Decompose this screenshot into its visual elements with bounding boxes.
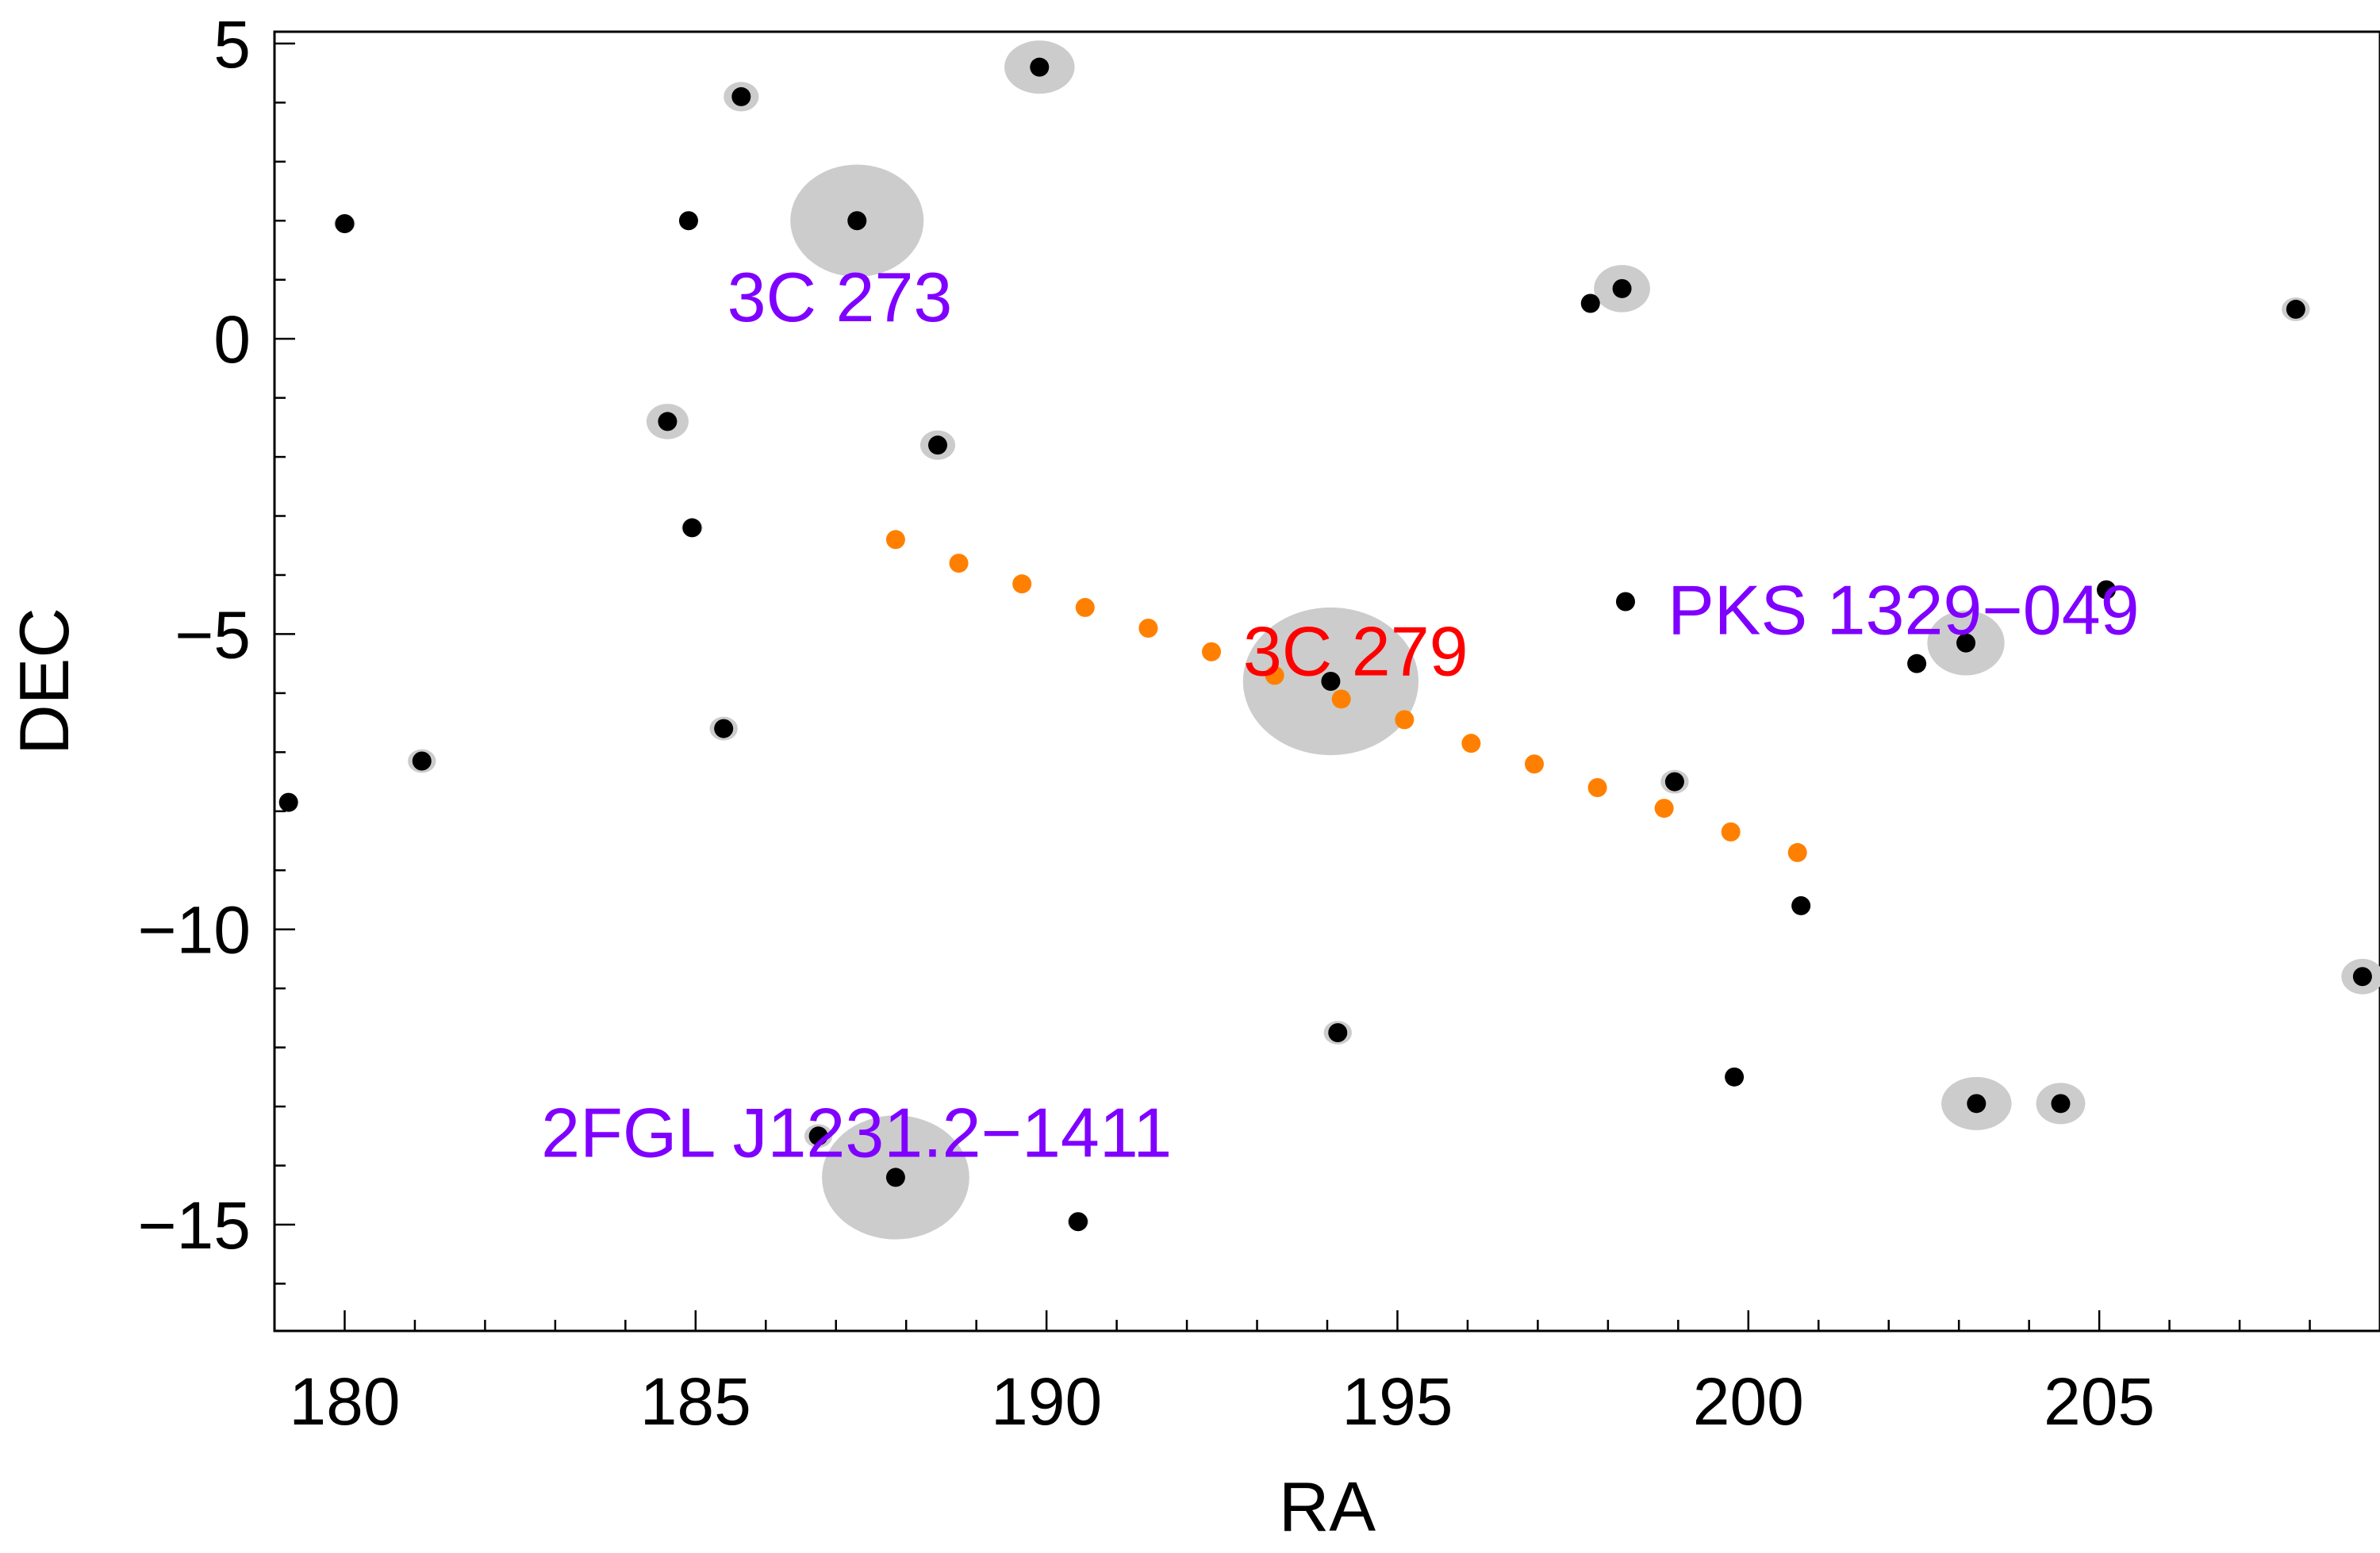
track-point xyxy=(1395,710,1415,730)
track-point xyxy=(1524,754,1544,774)
x-tick-label: 205 xyxy=(2044,1364,2155,1439)
orange-track xyxy=(885,530,1807,862)
y-axis-label: DEC xyxy=(5,608,83,755)
source-point xyxy=(928,435,948,455)
source-point xyxy=(1664,772,1684,792)
track-point xyxy=(1461,734,1481,753)
source-point xyxy=(1956,633,1976,653)
track-point xyxy=(1721,822,1741,842)
source-point xyxy=(714,719,734,738)
source-point xyxy=(335,213,355,233)
track-point xyxy=(1787,842,1807,862)
source-point xyxy=(1615,592,1635,612)
source-point xyxy=(1580,293,1600,313)
track-point xyxy=(1265,665,1284,685)
source-point xyxy=(731,86,751,106)
x-tick-label: 185 xyxy=(640,1364,751,1439)
source-point xyxy=(1321,672,1341,691)
source-point xyxy=(1967,1094,1987,1114)
source-label: 2FGL J1231.2−1411 xyxy=(541,1093,1172,1171)
x-tick-label: 195 xyxy=(1342,1364,1453,1439)
source-point xyxy=(808,1126,828,1146)
source-point xyxy=(2051,1094,2071,1114)
y-tick-label: −5 xyxy=(175,597,251,672)
y-tick-label: −15 xyxy=(138,1188,251,1263)
x-tick-label: 180 xyxy=(289,1364,400,1439)
source-point xyxy=(2352,967,2372,987)
source-point xyxy=(278,792,298,812)
track-point xyxy=(949,554,969,573)
source-point xyxy=(1030,57,1050,77)
source-point xyxy=(658,412,678,431)
track-point xyxy=(885,530,905,550)
x-axis-label: RA xyxy=(1279,1467,1376,1546)
track-point xyxy=(1202,642,1222,661)
axis-ticks: 180 185 190 195 200 205 5 0 −5 −10 −15 xyxy=(138,7,2380,1439)
source-point xyxy=(2286,299,2305,319)
x-tick-label: 200 xyxy=(1693,1364,1804,1439)
y-tick-label: 5 xyxy=(213,7,251,82)
source-label: 3C 273 xyxy=(727,258,953,336)
source-point xyxy=(847,211,867,231)
track-point xyxy=(1654,799,1674,819)
source-labels: 3C 273 3C 279 PKS 1329−049 2FGL J1231.2−141… xyxy=(541,258,2139,1172)
track-point xyxy=(1012,574,1032,594)
track-point xyxy=(1331,689,1351,709)
source-point xyxy=(1907,654,1927,673)
source-point xyxy=(2096,580,2116,600)
source-point xyxy=(1612,278,1632,298)
source-point xyxy=(412,751,432,771)
track-point xyxy=(1138,618,1158,638)
source-point xyxy=(885,1168,905,1187)
track-point xyxy=(1075,597,1095,617)
source-point xyxy=(682,518,702,538)
track-point xyxy=(1587,778,1607,798)
source-point xyxy=(1725,1067,1745,1087)
source-label: PKS 1329−049 xyxy=(1668,570,2140,649)
source-point xyxy=(1328,1023,1348,1043)
source-point xyxy=(678,211,698,231)
y-tick-label: −10 xyxy=(138,893,251,968)
source-point xyxy=(1791,895,1811,915)
x-tick-label: 190 xyxy=(991,1364,1102,1439)
source-label: 3C 279 xyxy=(1243,612,1468,691)
y-tick-label: 0 xyxy=(213,302,251,377)
source-point xyxy=(1068,1212,1088,1232)
source-points xyxy=(278,57,2372,1232)
